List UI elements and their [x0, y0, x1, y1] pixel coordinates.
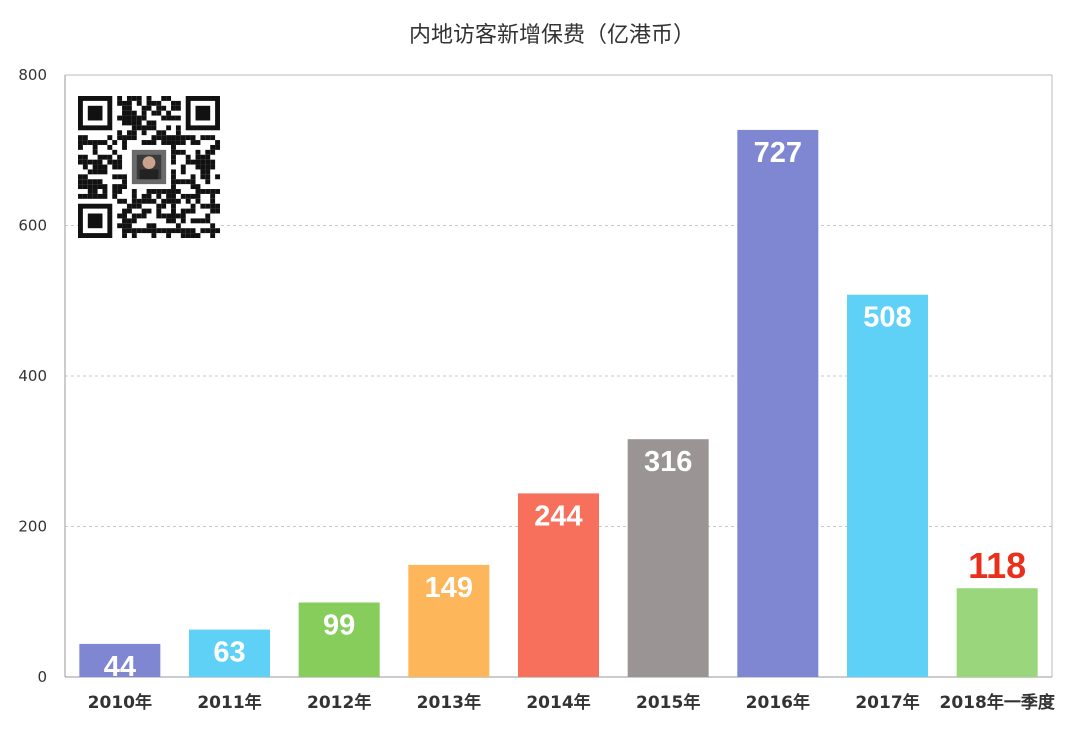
bar: [956, 588, 1038, 677]
x-tick-label: 2015年: [636, 692, 700, 713]
data-label: 63: [213, 637, 245, 669]
data-label: 727: [754, 137, 802, 169]
data-label: 149: [425, 572, 473, 604]
chart-title: 内地访客新增保费（亿港币）: [409, 23, 695, 48]
bar: [79, 643, 161, 677]
y-tick-label: 600: [18, 217, 47, 235]
data-label: 316: [644, 446, 692, 478]
x-tick-label: 2018年一季度: [940, 692, 1056, 713]
bar: [627, 439, 709, 677]
data-label: 244: [534, 500, 582, 532]
data-label: 44: [104, 651, 136, 683]
qr-code-image: [78, 96, 220, 238]
bar: [408, 564, 490, 677]
x-tick-label: 2013年: [417, 692, 481, 713]
data-label: 118: [968, 545, 1026, 586]
bar: [189, 629, 270, 677]
y-tick-label: 0: [37, 668, 47, 686]
bar: [847, 294, 928, 677]
bar: [298, 602, 380, 677]
y-tick-label: 800: [18, 66, 47, 84]
data-label: 99: [323, 610, 355, 642]
y-axis-ticks: 0 200 400 600 800: [18, 66, 47, 686]
bars: [79, 129, 1038, 677]
x-tick-label: 2016年: [746, 692, 810, 713]
bar: [737, 129, 819, 677]
x-tick-label: 2010年: [88, 692, 152, 713]
x-axis-ticks: 2010年 2011年 2012年 2013年 2014年 2015年 2016年 2017年…: [88, 692, 1056, 713]
bar: [518, 493, 599, 677]
data-label: 508: [863, 302, 911, 334]
y-tick-label: 400: [18, 367, 47, 385]
x-tick-label: 2017年: [855, 692, 919, 713]
x-tick-label: 2012年: [307, 692, 371, 713]
x-tick-label: 2014年: [526, 692, 590, 713]
y-tick-label: 200: [18, 518, 47, 536]
x-tick-label: 2011年: [197, 692, 261, 713]
data-labels: 44 63 99 149 244 316 727 508 118: [104, 137, 1027, 683]
